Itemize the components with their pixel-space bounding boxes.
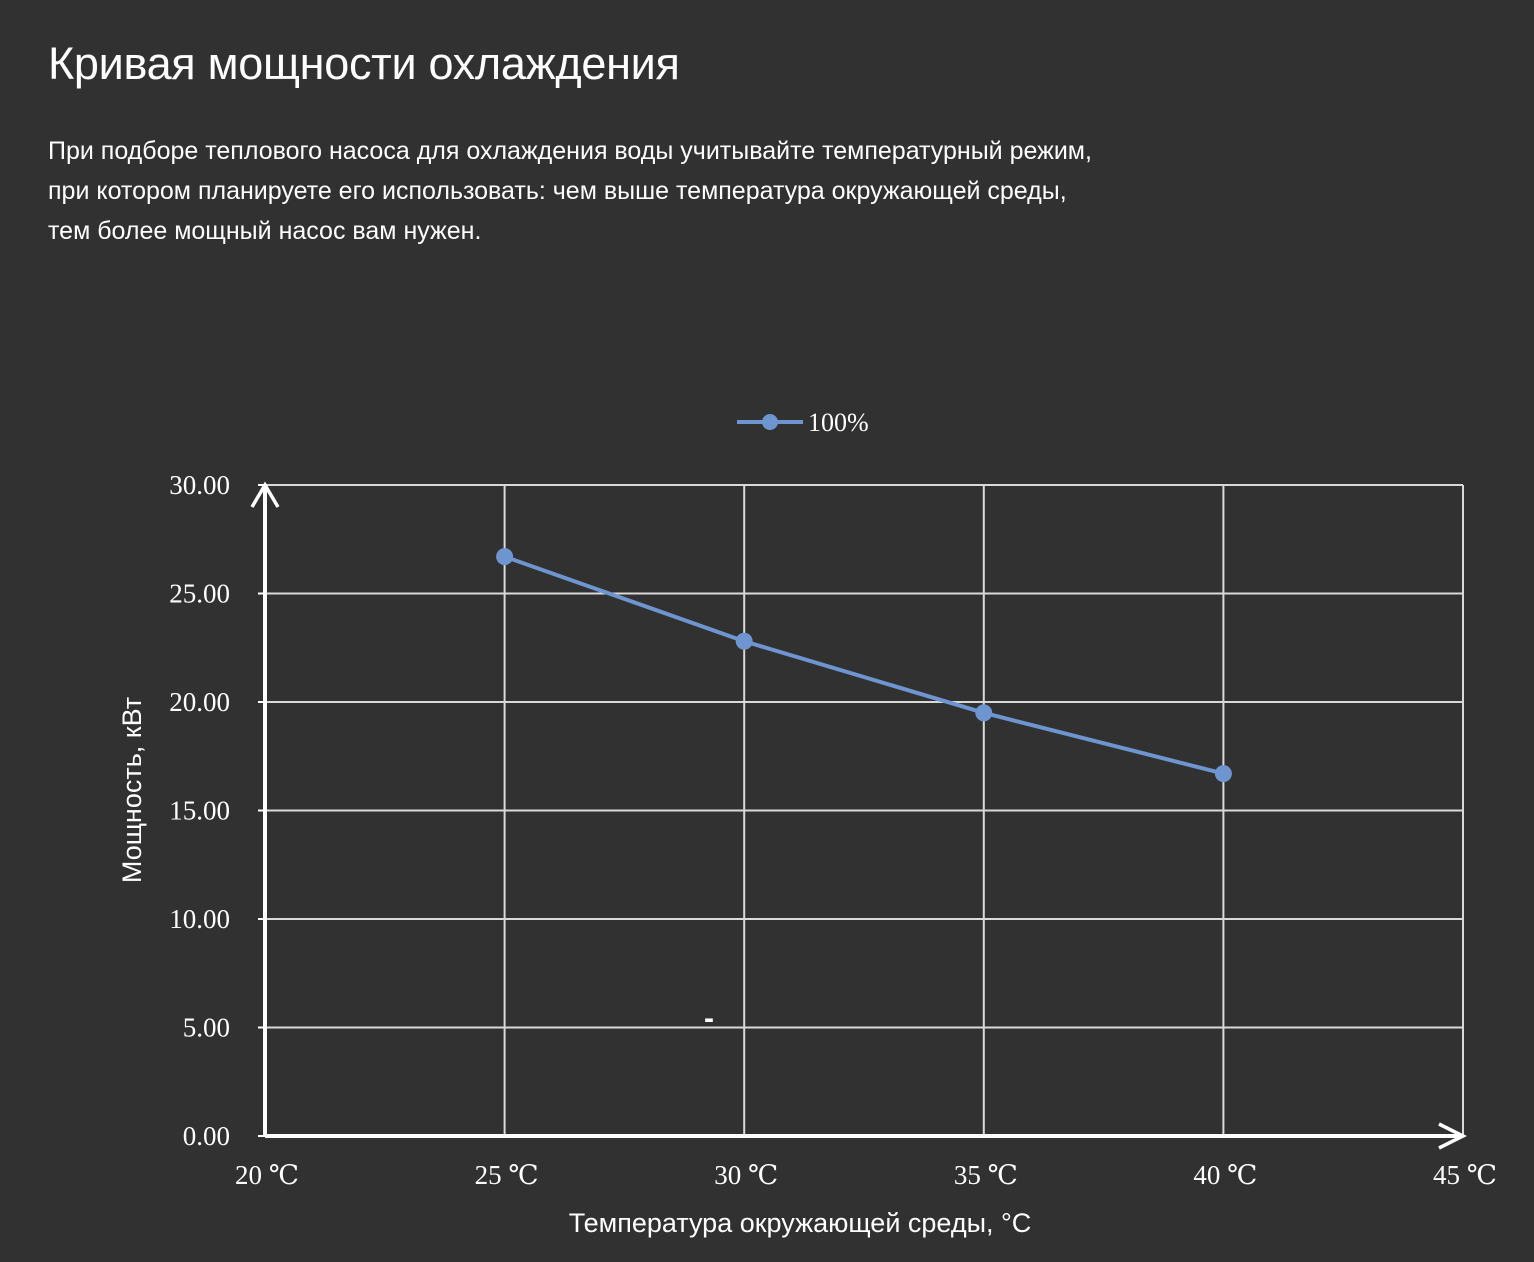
data-point xyxy=(735,632,753,650)
data-point xyxy=(1214,765,1232,783)
x-tick-label: 30 ℃ xyxy=(714,1160,778,1190)
description-line-1: При подборе теплового насоса для охлажде… xyxy=(48,137,1092,165)
y-tick-label: 20.00 xyxy=(169,687,230,717)
x-tick-label: 35 ℃ xyxy=(954,1160,1018,1190)
x-axis-arrow-icon xyxy=(1438,1122,1467,1150)
y-tick-label: 0.00 xyxy=(183,1121,230,1151)
page-description: При подборе теплового насоса для охлажде… xyxy=(48,131,1298,251)
legend-label: 100% xyxy=(808,408,869,437)
y-tick-label: 15.00 xyxy=(169,796,230,826)
y-tick-label: 10.00 xyxy=(169,904,230,934)
chart-series xyxy=(496,548,1232,783)
y-axis-label: Мощность, кВт xyxy=(117,697,147,883)
series-line xyxy=(503,554,1224,776)
chart-tick-labels: 0.00 5.00 10.00 15.00 20.00 25.00 30.00 20 ℃ 25 … xyxy=(169,470,1497,1190)
description-line-3: тем более мощный насос вам нужен. xyxy=(48,217,482,245)
x-tick-label: 40 ℃ xyxy=(1193,1160,1257,1190)
chart-grid xyxy=(265,484,1464,1136)
x-tick-label: 45 ℃ xyxy=(1433,1160,1497,1190)
data-point xyxy=(496,548,514,566)
y-tick-label: 5.00 xyxy=(183,1013,230,1043)
x-tick-label: 25 ℃ xyxy=(475,1160,539,1190)
legend-marker-swatch xyxy=(762,414,778,430)
y-tick-label: 25.00 xyxy=(169,579,230,609)
description-line-2: при котором планируете его использовать:… xyxy=(48,177,1067,205)
x-tick-label: 20 ℃ xyxy=(235,1160,299,1190)
chart-axes xyxy=(250,481,1467,1150)
x-axis-label: Температура окружающей среды, °C xyxy=(569,1208,1032,1238)
data-point xyxy=(975,704,993,722)
y-tick-label: 30.00 xyxy=(169,470,230,500)
chart-legend: 100% xyxy=(737,408,869,437)
page-title: Кривая мощности охлаждения xyxy=(48,38,680,89)
stray-dash-mark: - xyxy=(704,1002,714,1035)
